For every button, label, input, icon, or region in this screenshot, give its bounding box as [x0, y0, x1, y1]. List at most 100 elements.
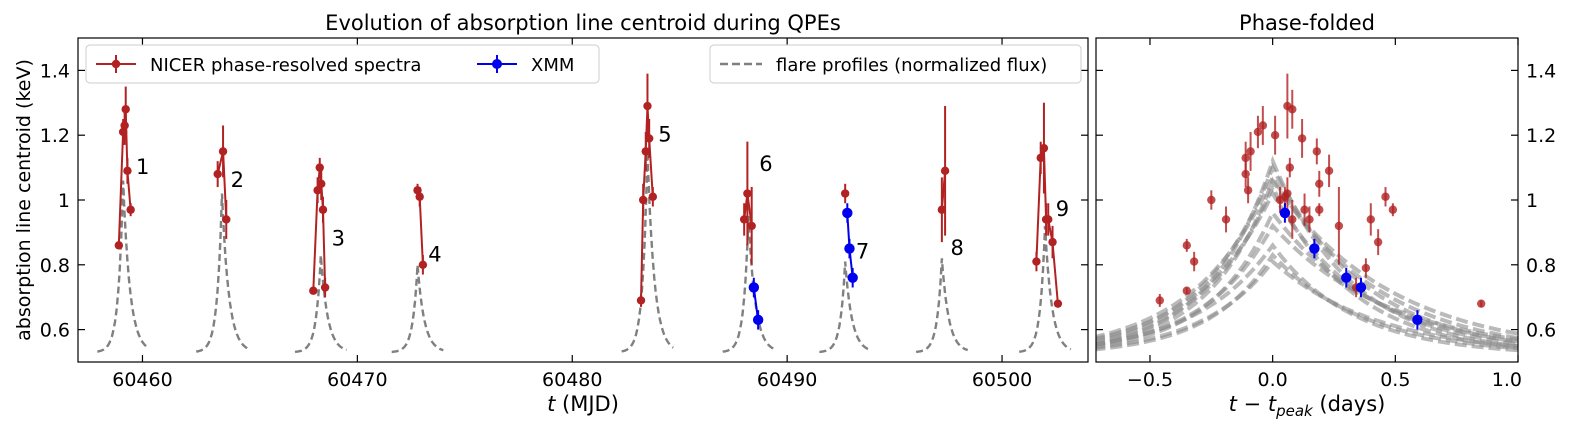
legend-box-right	[709, 44, 1082, 84]
flare-label-6: 6	[759, 152, 772, 176]
flare-label-7: 7	[856, 239, 869, 263]
x-tick-label: 1.0	[1492, 369, 1522, 391]
nicer-point	[1241, 169, 1250, 179]
nicer-point	[1283, 189, 1292, 198]
xmm-point	[1412, 314, 1423, 326]
nicer-point	[1182, 286, 1191, 295]
xmm-point	[752, 314, 764, 326]
right-y-ticks: 0.6 0.8 1 1.2 1.4	[1096, 60, 1556, 342]
flare-profile-4	[391, 264, 444, 354]
nicer-point	[418, 260, 428, 269]
x-tick-label: 0.5	[1380, 369, 1410, 391]
xmm-point	[842, 207, 853, 219]
legend-nicer-entry: NICER phase-resolved spectra	[96, 55, 421, 76]
xmm-point	[1279, 207, 1291, 219]
nicer-point	[1315, 205, 1324, 214]
flare-label-4: 4	[428, 243, 441, 267]
nicer-point	[1258, 121, 1268, 130]
x-tick-label: 60500	[972, 369, 1032, 391]
nicer-point	[1241, 153, 1250, 163]
nicer-point	[1182, 241, 1191, 250]
profile-curve-3	[1096, 173, 1518, 341]
nicer-point	[318, 205, 328, 214]
nicer-point	[120, 121, 129, 130]
right-title: Phase-folded	[1239, 11, 1375, 35]
y-tick-label: 1.4	[1526, 60, 1556, 82]
legend-nicer-label: NICER phase-resolved spectra	[150, 55, 421, 76]
nicer-point	[1270, 131, 1280, 140]
nicer-point	[1388, 205, 1398, 214]
nicer-point	[317, 179, 326, 188]
y-tick-label: 1.4	[40, 60, 70, 82]
nicer-point	[1324, 166, 1334, 176]
flare-label-9: 9	[1056, 197, 1069, 221]
nicer-point	[1243, 186, 1253, 195]
profile-curve-9	[1096, 242, 1518, 353]
nicer-point	[313, 186, 322, 195]
nicer-point	[1381, 192, 1390, 201]
nicer-point	[1155, 296, 1164, 305]
x-tick-label: 60470	[327, 369, 387, 391]
y-tick-label: 1.2	[40, 125, 70, 147]
nicer-line-9	[1035, 147, 1059, 304]
nicer-point	[641, 147, 650, 156]
nicer-point	[126, 205, 135, 214]
flare-label-8: 8	[950, 236, 963, 260]
x-tick-label: 60460	[112, 369, 172, 391]
nicer-point	[1044, 215, 1053, 224]
legend-xmm-label: XMM	[531, 55, 574, 76]
y-axis-label: absorption line centroid (keV)	[13, 59, 35, 341]
nicer-point	[940, 166, 950, 176]
nicer-point	[1288, 215, 1297, 224]
flare-label-1: 1	[136, 155, 149, 179]
nicer-point	[840, 189, 850, 198]
nicer-point	[1246, 147, 1255, 156]
nicer-point	[743, 189, 752, 198]
nicer-point	[1032, 257, 1041, 266]
nicer-point	[415, 192, 424, 201]
legend-box-left	[85, 44, 600, 84]
nicer-point	[213, 169, 222, 179]
x-tick-label: 0.0	[1258, 369, 1288, 391]
nicer-point	[1221, 215, 1231, 224]
flare-profile-5	[621, 151, 674, 353]
flare-profile-7	[819, 261, 872, 354]
nicer-point	[1366, 215, 1375, 224]
nicer-point	[1361, 263, 1371, 273]
nicer-point	[937, 205, 947, 214]
nicer-point	[123, 166, 132, 176]
nicer-point	[638, 195, 648, 205]
xmm-point	[1355, 282, 1367, 293]
nicer-point	[1312, 147, 1322, 156]
xmm-point	[1341, 272, 1352, 283]
right-xmm-points	[1279, 203, 1423, 330]
legend: NICER phase-resolved spectra XMM flare p…	[85, 44, 1082, 84]
y-tick-label: 0.8	[40, 255, 70, 277]
nicer-point	[1053, 299, 1063, 308]
nicer-point	[1288, 105, 1297, 114]
legend-flare-label: flare profiles (normalized flux)	[776, 55, 1047, 76]
flare-label-5: 5	[658, 123, 671, 147]
right-x-ticks: −0.5 0.0 0.5 1.0	[1127, 38, 1522, 391]
nicer-point	[315, 163, 324, 172]
nicer-point	[1253, 127, 1263, 137]
flare-profile-8	[915, 258, 969, 354]
y-tick-label: 1	[58, 190, 70, 212]
profile-curve-6	[1096, 189, 1518, 346]
xmm-point	[1309, 243, 1320, 254]
right-nicer-points	[1155, 73, 1486, 308]
flare-label-2: 2	[231, 168, 244, 192]
y-tick-label: 0.6	[1526, 320, 1556, 342]
nicer-point	[1373, 237, 1383, 247]
flare-label-3: 3	[332, 226, 345, 250]
nicer-point	[747, 221, 756, 231]
left-nicer-series	[114, 73, 1063, 308]
legend-xmm-entry: XMM	[477, 55, 574, 76]
nicer-point	[218, 147, 228, 156]
x-tick-label: −0.5	[1127, 369, 1173, 391]
nicer-point	[320, 283, 330, 292]
left-x-axis-label: t (MJD)	[547, 392, 619, 416]
nicer-point	[648, 192, 658, 201]
left-plot-frame	[77, 37, 1089, 363]
nicer-point	[1315, 179, 1324, 188]
